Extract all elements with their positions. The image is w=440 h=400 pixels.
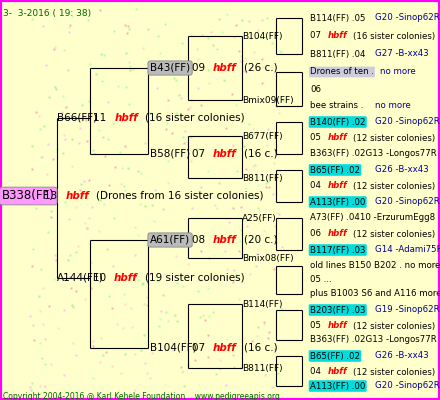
Text: 07: 07 [192, 343, 209, 353]
Text: 09: 09 [192, 63, 209, 73]
Text: B66(FF): B66(FF) [57, 113, 97, 123]
Text: 07: 07 [310, 32, 324, 40]
Text: (Drones from 16 sister colonies): (Drones from 16 sister colonies) [96, 191, 264, 201]
Text: A61(FF): A61(FF) [150, 235, 190, 245]
Text: (12 sister colonies): (12 sister colonies) [353, 368, 435, 376]
Text: 10: 10 [93, 273, 110, 283]
Text: G20 -Sinop62R: G20 -Sinop62R [375, 198, 440, 206]
Text: B338(FF): B338(FF) [2, 190, 55, 202]
Text: Copyright 2004-2016 @ Karl Kehele Foundation    www.pedigreeapis.org: Copyright 2004-2016 @ Karl Kehele Founda… [3, 392, 280, 400]
Text: 06: 06 [310, 230, 324, 238]
Text: 08: 08 [192, 235, 209, 245]
Text: 06: 06 [310, 86, 321, 94]
Text: (12 sister colonies): (12 sister colonies) [353, 230, 435, 238]
Text: G20 -Sinop62R: G20 -Sinop62R [375, 14, 440, 22]
Text: G19 -Sinop62R: G19 -Sinop62R [375, 306, 440, 314]
Text: G14 -Adami75R: G14 -Adami75R [375, 246, 440, 254]
Text: (16 c.): (16 c.) [244, 149, 277, 159]
Text: B114(FF) .05: B114(FF) .05 [310, 14, 366, 22]
Text: B43(FF): B43(FF) [150, 63, 190, 73]
Text: bee strains .: bee strains . [310, 102, 363, 110]
Text: 05: 05 [310, 322, 324, 330]
Text: B58(FF): B58(FF) [150, 149, 190, 159]
Text: 07: 07 [192, 149, 209, 159]
Text: hbff: hbff [114, 113, 138, 123]
Text: hbff: hbff [65, 191, 89, 201]
Text: 05 ...: 05 ... [310, 276, 332, 284]
Text: plus B1003 S6 and A116 more: plus B1003 S6 and A116 more [310, 290, 440, 298]
Text: B363(FF) .02G13 -Longos77R: B363(FF) .02G13 -Longos77R [310, 336, 437, 344]
Text: (12 sister colonies): (12 sister colonies) [353, 182, 435, 190]
Text: 11: 11 [93, 113, 110, 123]
Text: B811(FF) .04: B811(FF) .04 [310, 50, 366, 58]
Text: (26 c.): (26 c.) [244, 63, 277, 73]
Text: B811(FF): B811(FF) [242, 174, 282, 182]
Text: A73(FF) .0410 -ErzurumEgg8: A73(FF) .0410 -ErzurumEgg8 [310, 214, 435, 222]
Text: (12 sister colonies): (12 sister colonies) [353, 134, 435, 142]
Text: (12 sister colonies): (12 sister colonies) [353, 322, 435, 330]
Text: Bmix08(FF): Bmix08(FF) [242, 254, 293, 262]
Text: no more: no more [380, 68, 416, 76]
Text: B104(FF): B104(FF) [242, 32, 282, 40]
Text: B104(FF): B104(FF) [150, 343, 197, 353]
Text: hbff: hbff [213, 343, 237, 353]
Text: B811(FF): B811(FF) [242, 364, 282, 372]
Text: B140(FF) .02: B140(FF) .02 [310, 118, 366, 126]
Text: hbff: hbff [213, 235, 237, 245]
Text: A113(FF) .00: A113(FF) .00 [310, 382, 365, 390]
Text: G20 -Sinop62R: G20 -Sinop62R [375, 118, 440, 126]
Text: (19 sister colonies): (19 sister colonies) [145, 273, 244, 283]
Text: (16 sister colonies): (16 sister colonies) [353, 32, 435, 40]
Text: 05: 05 [310, 134, 324, 142]
Text: 3-  3-2016 ( 19: 38): 3- 3-2016 ( 19: 38) [3, 9, 91, 18]
Text: 04: 04 [310, 182, 324, 190]
Text: (16 sister colonies): (16 sister colonies) [145, 113, 245, 123]
Text: no more: no more [375, 102, 411, 110]
Text: (16 c.): (16 c.) [244, 343, 277, 353]
Text: old lines B150 B202 . no more: old lines B150 B202 . no more [310, 262, 440, 270]
Text: B117(FF) .03: B117(FF) .03 [310, 246, 366, 254]
Text: Drones of ten .: Drones of ten . [310, 68, 374, 76]
Text: hbff: hbff [328, 230, 348, 238]
Text: hbff: hbff [328, 368, 348, 376]
Text: hbff: hbff [213, 63, 237, 73]
Text: hbff: hbff [114, 273, 138, 283]
Text: hbff: hbff [328, 134, 348, 142]
Text: A113(FF) .00: A113(FF) .00 [310, 198, 365, 206]
Text: B65(FF) .02: B65(FF) .02 [310, 166, 360, 174]
Text: hbff: hbff [328, 182, 348, 190]
Text: A144(FF): A144(FF) [57, 273, 104, 283]
Text: 04: 04 [310, 368, 324, 376]
Text: B363(FF) .02G13 -Longos77R: B363(FF) .02G13 -Longos77R [310, 150, 437, 158]
Text: B114(FF): B114(FF) [242, 300, 282, 308]
Text: G27 -B-xx43: G27 -B-xx43 [375, 50, 429, 58]
Text: B203(FF) .03: B203(FF) .03 [310, 306, 366, 314]
Text: Bmix09(FF): Bmix09(FF) [242, 96, 293, 104]
Text: 13: 13 [44, 191, 60, 201]
Text: hbff: hbff [328, 322, 348, 330]
Text: G20 -Sinop62R: G20 -Sinop62R [375, 382, 440, 390]
Text: hbff: hbff [213, 149, 237, 159]
Text: hbff: hbff [328, 32, 348, 40]
Text: G26 -B-xx43: G26 -B-xx43 [375, 166, 429, 174]
Text: B65(FF) .02: B65(FF) .02 [310, 352, 360, 360]
Text: B677(FF): B677(FF) [242, 132, 282, 140]
Text: G26 -B-xx43: G26 -B-xx43 [375, 352, 429, 360]
Text: (20 c.): (20 c.) [244, 235, 277, 245]
Text: A25(FF): A25(FF) [242, 214, 277, 222]
